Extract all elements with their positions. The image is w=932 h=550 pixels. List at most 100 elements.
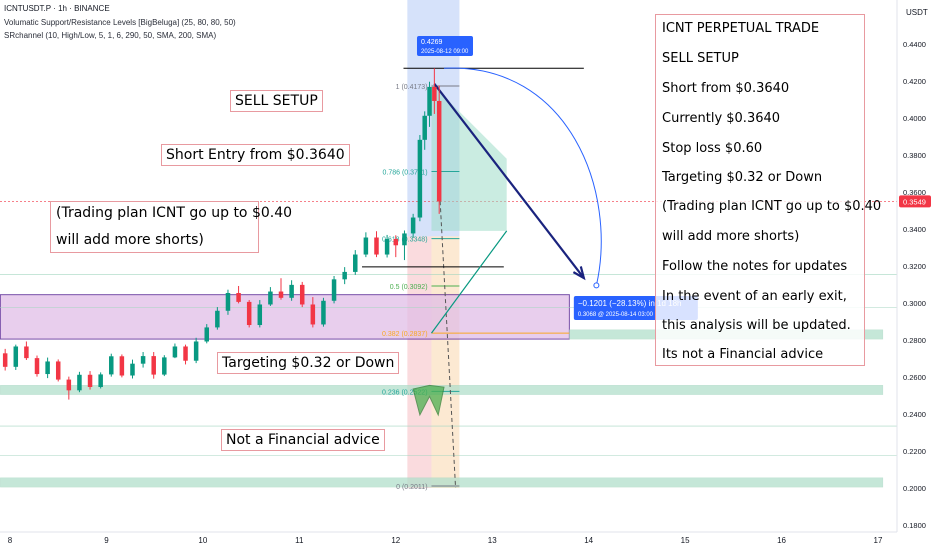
indicator-legend-1[interactable]: Volumatic Support/Resistance Levels [Big…	[4, 18, 236, 27]
price-tick-11: 0.4000	[903, 114, 926, 123]
candle-22[interactable]	[236, 293, 241, 302]
candle-29[interactable]	[310, 304, 316, 325]
fib-label-1: 1 (0.4173)	[396, 84, 428, 91]
candle-2[interactable]	[24, 346, 29, 359]
drawings-layer	[362, 67, 602, 489]
fib-label-0.5: 0.5 (0.3092)	[390, 284, 428, 291]
high-callout-price: 0.4269	[421, 39, 443, 46]
indicator-legend-2[interactable]: SRchannel (10, High/Low, 5, 1, 6, 290, 5…	[4, 31, 217, 40]
last-price-badge[interactable]	[899, 195, 931, 208]
candle-13[interactable]	[140, 356, 146, 364]
time-axis-bg	[0, 532, 932, 550]
candle-43[interactable]	[432, 86, 437, 101]
candle-20[interactable]	[215, 310, 220, 328]
candle-41[interactable]	[422, 115, 427, 140]
zone-3[interactable]	[0, 477, 884, 488]
high-callout-badge[interactable]	[416, 36, 473, 56]
candle-40[interactable]	[417, 139, 423, 218]
candle-35[interactable]	[374, 237, 379, 255]
price-tick-2: 0.2200	[903, 447, 926, 456]
candle-33[interactable]	[353, 254, 358, 272]
projection-badge-target: 0.3068 @ 2025-08-14 03:00	[578, 312, 654, 318]
candle-21[interactable]	[225, 293, 231, 311]
candle-17[interactable]	[183, 346, 188, 361]
candle-8[interactable]	[87, 374, 93, 387]
time-tick-1: 9	[104, 536, 109, 545]
candle-42[interactable]	[427, 86, 432, 116]
price-tick-6: 0.3000	[903, 299, 926, 308]
candle-9[interactable]	[98, 374, 103, 387]
candle-38[interactable]	[402, 233, 407, 246]
candle-24[interactable]	[257, 304, 263, 326]
dashed-projection-path	[439, 201, 457, 489]
notes-line-targeting: Targeting $0.32 or Down	[662, 170, 823, 185]
candle-27[interactable]	[289, 284, 294, 298]
projection-arrow[interactable]	[433, 83, 585, 279]
projection-arrowhead	[572, 266, 586, 281]
annotation-trading-plan-line-2: will add more shorts)	[56, 232, 204, 248]
time-tick-3: 11	[295, 536, 304, 545]
zone-0[interactable]	[0, 294, 570, 340]
price-tick-8: 0.3400	[903, 225, 926, 234]
candle-1[interactable]	[13, 346, 19, 367]
time-tick-0: 8	[8, 536, 13, 545]
notes-line-short-from: Short from $0.3640	[662, 81, 790, 96]
fib-label-0.382: 0.382 (0.2837)	[382, 331, 428, 338]
candle-31[interactable]	[331, 279, 337, 301]
candle-30[interactable]	[321, 300, 326, 325]
candle-19[interactable]	[204, 327, 209, 342]
price-tick-4: 0.2600	[903, 373, 926, 382]
candle-15[interactable]	[162, 357, 167, 375]
candle-16[interactable]	[172, 346, 178, 358]
candle-18[interactable]	[193, 341, 199, 361]
candle-44[interactable]	[436, 100, 442, 202]
fib-label-0.786: 0.786 (0.3711)	[383, 169, 428, 176]
candle-11[interactable]	[119, 356, 125, 376]
candle-14[interactable]	[151, 356, 156, 375]
price-tick-9: 0.3600	[903, 188, 926, 197]
candle-7[interactable]	[77, 374, 82, 391]
curve-arc[interactable]	[443, 67, 602, 286]
candle-39[interactable]	[410, 217, 416, 234]
projection-badge-change: −0.1201 (−28.13%) in 1d 18h	[578, 299, 682, 308]
candle-36[interactable]	[384, 238, 390, 255]
candle-32[interactable]	[342, 271, 347, 280]
trend-line[interactable]	[430, 230, 508, 334]
candle-26[interactable]	[278, 291, 284, 298]
candle-23[interactable]	[246, 301, 252, 326]
candle-4[interactable]	[45, 361, 50, 375]
candle-3[interactable]	[34, 358, 40, 375]
time-tick-8: 16	[777, 536, 786, 545]
candle-5[interactable]	[55, 361, 61, 380]
annotation-not-financial-advice[interactable]: Not a Financial advice	[221, 429, 385, 451]
annotation-targeting[interactable]: Targeting $0.32 or Down	[217, 352, 400, 374]
annotation-trading-plan[interactable]: (Trading plan ICNT go up to $0.40 will a…	[50, 201, 292, 253]
price-tick-3: 0.2400	[903, 410, 926, 419]
price-tick-7: 0.3200	[903, 262, 926, 271]
harmonic-pattern[interactable]	[412, 384, 445, 417]
fib-label-0: 0 (0.2011)	[396, 484, 427, 491]
fib-label-0.236: 0.236 (0.2522)	[382, 389, 428, 396]
candle-34[interactable]	[363, 237, 369, 255]
notes-line-follow: Follow the notes for updates	[662, 259, 848, 274]
time-tick-7: 15	[681, 536, 690, 545]
candle-37[interactable]	[393, 238, 399, 246]
candle-6[interactable]	[66, 379, 72, 391]
annotation-short-entry[interactable]: Short Entry from $0.3640	[161, 144, 350, 166]
candle-12[interactable]	[130, 363, 135, 376]
candle-28[interactable]	[299, 284, 305, 305]
symbol-title: ICNTUSDT.P · 1h · BINANCE	[4, 4, 110, 13]
spike-highlight-lower-right	[431, 236, 460, 488]
candle-25[interactable]	[268, 291, 273, 305]
candle-10[interactable]	[109, 356, 114, 375]
notes-line-disclaimer: Its not a Financial advice	[662, 347, 824, 362]
price-tick-1: 0.2000	[903, 484, 926, 493]
candle-0[interactable]	[2, 353, 8, 367]
time-tick-2: 10	[198, 536, 207, 545]
time-tick-4: 12	[391, 536, 400, 545]
price-tick-10: 0.3800	[903, 151, 926, 160]
annotation-sell-setup[interactable]: SELL SETUP	[230, 90, 323, 112]
trade-notes-panel[interactable]: ICNT PERPETUAL TRADE SELL SETUP Short fr…	[655, 14, 881, 366]
